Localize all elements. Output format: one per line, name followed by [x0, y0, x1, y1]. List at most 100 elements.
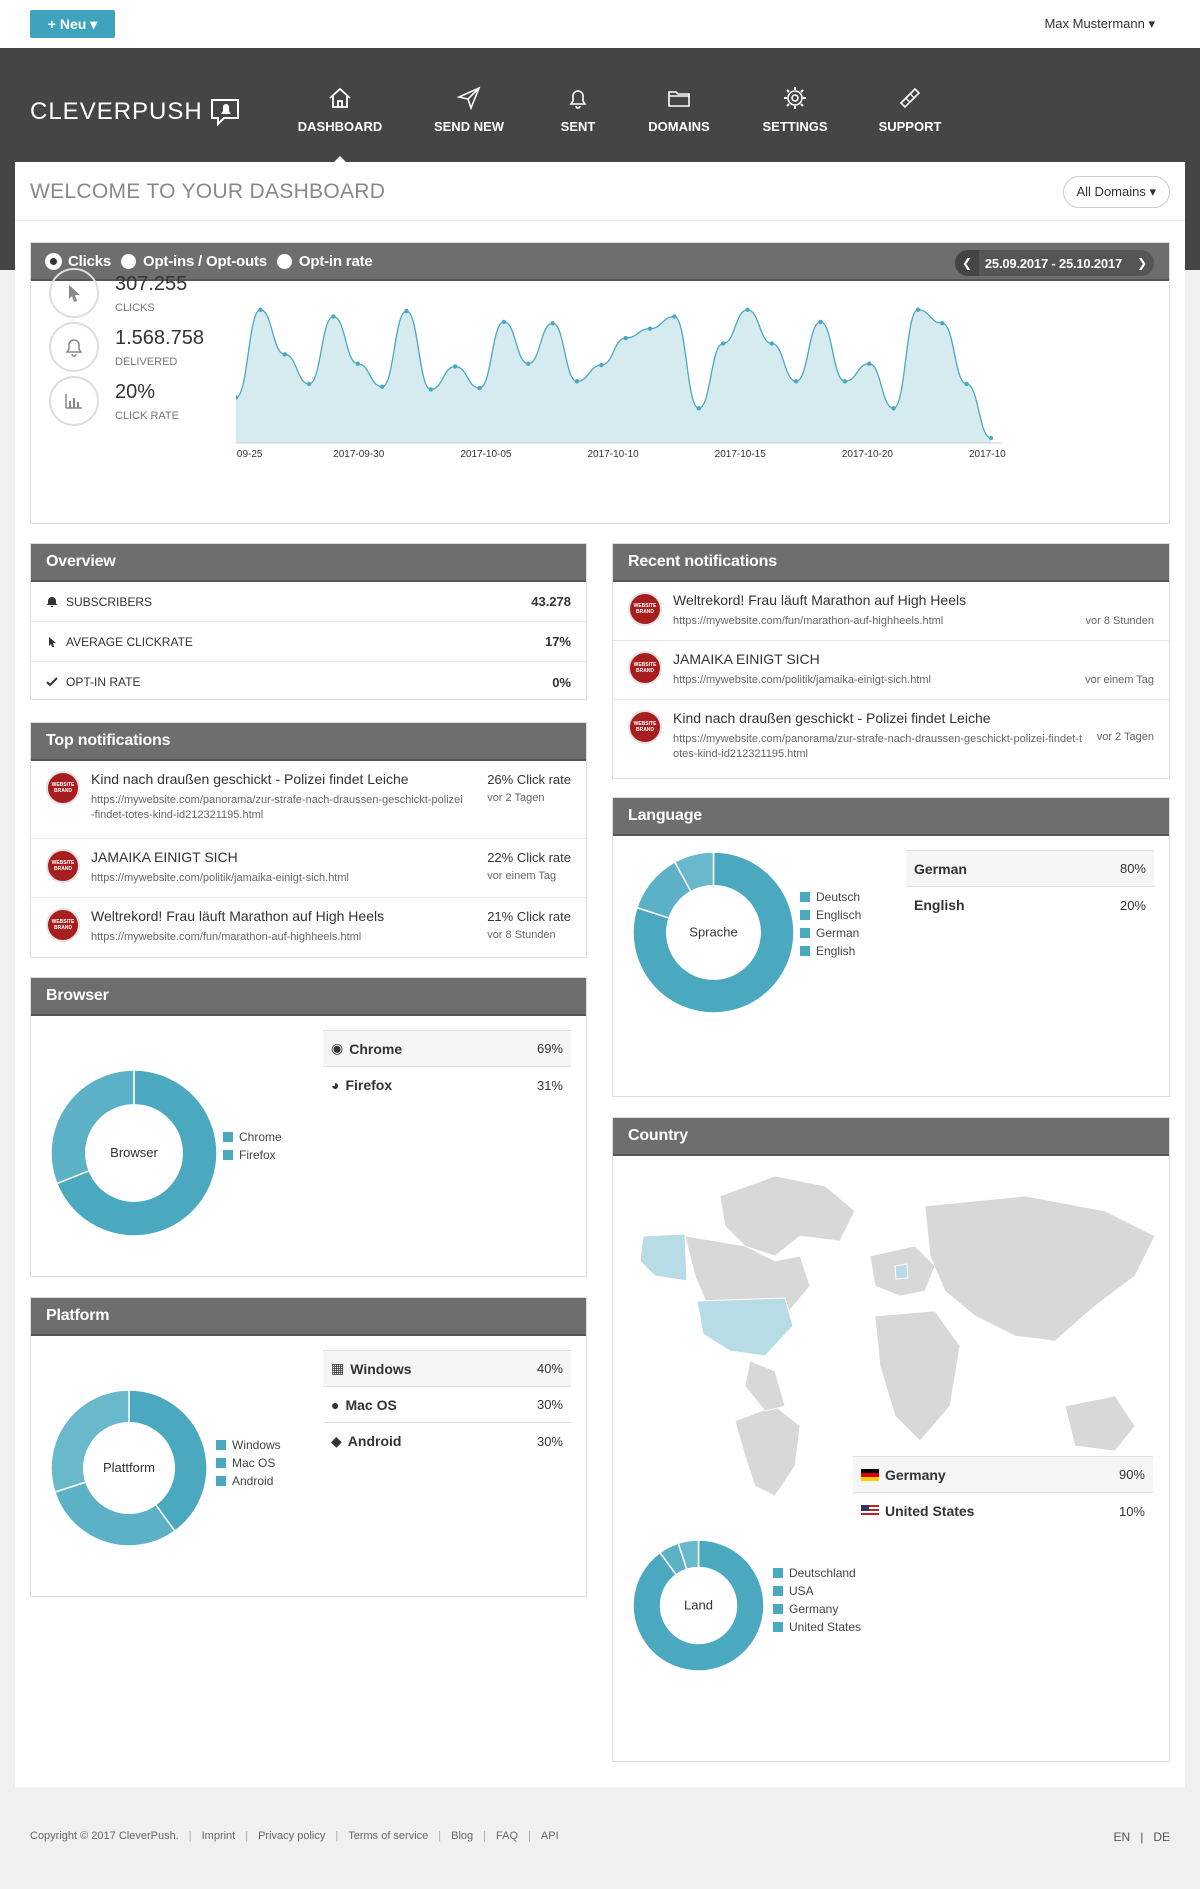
chart-point[interactable]: [379, 384, 385, 389]
chart-point[interactable]: [236, 395, 239, 400]
stat-value: 1.568.758: [115, 326, 204, 349]
legend-label: Deutsch: [816, 890, 861, 904]
top-notification-item[interactable]: WEBSITE BRAND JAMAIKA EINIGT SICH https:/…: [31, 839, 586, 898]
stats-panel: Clicks Opt-ins / Opt-outs Opt-in rate ❮ …: [30, 242, 1170, 524]
chart-point[interactable]: [769, 341, 775, 346]
legend-swatch: [216, 1440, 226, 1450]
top-notification-item[interactable]: WEBSITE BRAND Weltrekord! Frau läuft Mar…: [31, 898, 586, 957]
lang-de[interactable]: DE: [1153, 1830, 1170, 1844]
nav-support[interactable]: SUPPORT: [850, 82, 970, 164]
chart-point[interactable]: [672, 314, 677, 319]
legend-swatch: [216, 1458, 226, 1468]
world-map[interactable]: [625, 1166, 1160, 1496]
chart-point[interactable]: [891, 406, 896, 411]
chart-point[interactable]: [526, 361, 531, 366]
row-pct: 40%: [536, 1361, 563, 1376]
clicks-area-chart: 7-09-25 2017-09-30 2017-10-05 2017-10-10 201…: [236, 307, 1006, 460]
donut-slice[interactable]: [632, 851, 795, 1014]
radio-optin-rate[interactable]: Opt-in rate: [276, 253, 373, 270]
footer-link-privacy[interactable]: Privacy policy: [258, 1830, 326, 1842]
row-name: Android: [347, 1433, 402, 1449]
footer-link-terms[interactable]: Terms of service: [348, 1830, 429, 1842]
donut-slice[interactable]: [55, 1069, 218, 1237]
footer-link-imprint[interactable]: Imprint: [201, 1830, 236, 1842]
chart-point[interactable]: [306, 381, 312, 387]
donut-slice[interactable]: [632, 1539, 765, 1672]
chart-point[interactable]: [331, 314, 336, 319]
notification-title: Kind nach draußen geschickt - Polizei fi…: [91, 771, 409, 787]
chart-point[interactable]: [793, 379, 799, 384]
chart-point[interactable]: [258, 307, 263, 312]
row-name: German: [914, 860, 967, 877]
row-name: Germany: [885, 1466, 946, 1483]
bell-icon: [49, 322, 99, 372]
recent-notification-item[interactable]: WEBSITE BRAND Weltrekord! Frau läuft Mar…: [613, 582, 1169, 641]
chart-point[interactable]: [501, 319, 507, 325]
language-switcher: EN | DE: [1113, 1830, 1170, 1844]
donut-slice[interactable]: [53, 1481, 176, 1547]
nav-dashboard[interactable]: DASHBOARD: [280, 82, 400, 164]
chevron-right-icon[interactable]: ❯: [1137, 256, 1147, 270]
legend-label: Firefox: [239, 1148, 276, 1162]
recent-notification-item[interactable]: WEBSITE BRAND Kind nach draußen geschick…: [613, 700, 1169, 778]
chart-point[interactable]: [745, 307, 750, 312]
radio-optins[interactable]: Opt-ins / Opt-outs: [121, 253, 267, 270]
footer-link-api[interactable]: API: [540, 1830, 559, 1842]
footer-link-faq[interactable]: FAQ: [496, 1830, 519, 1842]
chart-point[interactable]: [915, 307, 921, 312]
chart-point[interactable]: [477, 385, 482, 391]
flag-us-icon: [861, 1505, 879, 1517]
recent-notification-item[interactable]: WEBSITE BRAND JAMAIKA EINIGT SICH https:/…: [613, 641, 1169, 700]
donut-slice[interactable]: [677, 1539, 700, 1571]
x-tick-label: 2017-10-15: [715, 449, 767, 460]
donut-slice[interactable]: [50, 1069, 135, 1185]
donut-center-label: Plattform: [103, 1460, 155, 1475]
chart-point[interactable]: [842, 379, 848, 384]
language-donut-chart: Sprache: [632, 851, 795, 1014]
new-button[interactable]: + Neu ▾: [30, 10, 115, 38]
footer-link-blog[interactable]: Blog: [451, 1830, 474, 1842]
lang-en[interactable]: EN: [1113, 1830, 1131, 1844]
chart-point[interactable]: [428, 387, 434, 392]
top-notification-item[interactable]: WEBSITE BRAND Kind nach draußen geschick…: [31, 761, 586, 839]
chart-point[interactable]: [623, 335, 628, 341]
chart-point[interactable]: [647, 326, 653, 331]
chart-point[interactable]: [574, 379, 580, 384]
metric-selector: Clicks Opt-ins / Opt-outs Opt-in rate: [46, 253, 373, 270]
chart-point[interactable]: [696, 406, 701, 411]
notification-url: https://mywebsite.com/fun/marathon-auf-h…: [91, 931, 362, 943]
chart-point[interactable]: [599, 362, 604, 368]
dashboard-card: WELCOME TO YOUR DASHBOARD All Domains ▾ …: [15, 162, 1185, 1787]
domain-filter-button[interactable]: All Domains ▾: [1062, 176, 1170, 208]
chart-point[interactable]: [818, 319, 823, 325]
row-name: United States: [885, 1503, 975, 1519]
chart-point[interactable]: [988, 435, 994, 441]
chart-point[interactable]: [452, 364, 458, 369]
chart-point[interactable]: [867, 361, 872, 366]
chevron-left-icon[interactable]: ❮: [954, 250, 979, 276]
donut-slice[interactable]: [50, 1389, 130, 1494]
date-range-picker[interactable]: ❮ 25.09.2017 - 25.10.2017 ❯: [954, 250, 1154, 276]
chart-point[interactable]: [964, 381, 969, 387]
chrome-icon: ◉: [331, 1040, 344, 1056]
legend-swatch: [800, 892, 810, 902]
chart-point[interactable]: [720, 341, 726, 346]
brand-logo[interactable]: CLEVERPUSH: [30, 97, 243, 127]
chart-point[interactable]: [282, 352, 287, 357]
chart-point[interactable]: [404, 308, 409, 314]
chart-point[interactable]: [940, 321, 945, 326]
nav-domains[interactable]: DOMAINS: [618, 82, 740, 164]
user-menu[interactable]: Max Mustermann ▾: [1044, 16, 1155, 31]
radio-dot: [46, 253, 61, 269]
radio-clicks[interactable]: Clicks: [46, 253, 111, 270]
notification-title: Weltrekord! Frau läuft Marathon auf High…: [673, 592, 967, 608]
table-row: United States 10%: [853, 1493, 1153, 1529]
nav-settings[interactable]: SETTINGS: [740, 82, 850, 164]
stat-value: 307.255: [115, 272, 188, 295]
chart-point[interactable]: [550, 321, 555, 326]
nav-send-new[interactable]: SEND NEW: [400, 82, 538, 164]
donut-slice[interactable]: [128, 1389, 208, 1533]
chart-point[interactable]: [355, 361, 360, 366]
donut-slice[interactable]: [673, 851, 715, 893]
nav-sent[interactable]: SENT: [538, 82, 618, 164]
